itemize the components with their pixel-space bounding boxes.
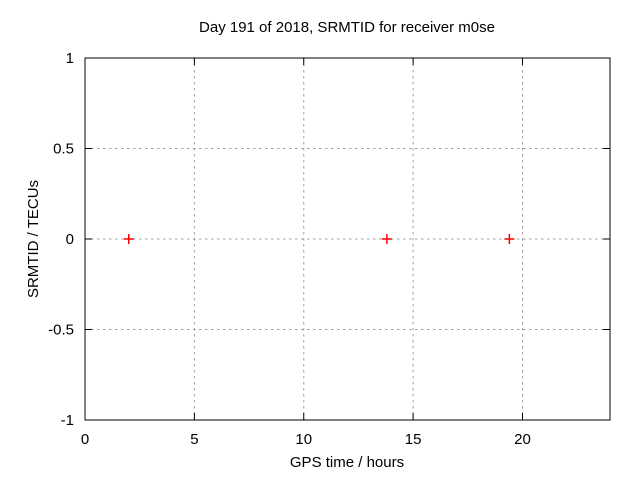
y-tick-label: 1 xyxy=(66,50,74,67)
y-tick-label: 0.5 xyxy=(53,141,74,158)
grid-layer xyxy=(84,57,610,421)
data-points-layer xyxy=(123,234,515,244)
y-axis-title: SRMTID / TECUs xyxy=(25,180,42,298)
x-tick-label: 0 xyxy=(81,431,89,448)
x-tick-label: 10 xyxy=(295,431,312,448)
x-tick-label: 5 xyxy=(190,431,198,448)
x-tick-label: 15 xyxy=(405,431,422,448)
x-axis-title: GPS time / hours xyxy=(290,454,404,471)
tick-marks-layer xyxy=(84,57,610,421)
y-tick-label: -1 xyxy=(61,412,74,429)
chart-title: Day 191 of 2018, SRMTID for receiver m0s… xyxy=(199,19,495,36)
y-tick-label: -0.5 xyxy=(48,322,74,339)
x-tick-label: 20 xyxy=(514,431,531,448)
tick-labels-layer: 0 5 10 15 20 -1 -0.5 0 0.5 1 xyxy=(48,50,531,448)
y-tick-label: 0 xyxy=(66,231,74,248)
